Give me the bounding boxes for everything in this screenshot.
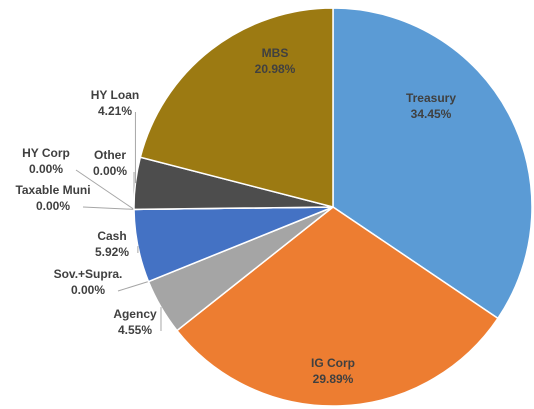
slice-value: 0.00% [36, 199, 70, 213]
leader-line [117, 281, 149, 292]
pie-slice [332, 7, 533, 320]
slice-label: Agency [113, 307, 157, 321]
pie-slice [175, 206, 499, 407]
slice-label: Sov.+Supra. [54, 267, 123, 281]
slice-value: 34.45% [411, 107, 452, 121]
slice-label: HY Corp [22, 146, 70, 160]
slice-value: 4.55% [118, 323, 152, 337]
pie-slice [139, 7, 334, 208]
slice-value: 0.00% [93, 164, 127, 178]
slice-label: Other [94, 148, 126, 162]
slice-value: 20.98% [255, 62, 296, 76]
slice-value: 0.00% [71, 283, 105, 297]
slice-value: 0.00% [29, 162, 63, 176]
slice-value: 5.92% [95, 245, 129, 259]
slice-label: MBS [262, 46, 289, 60]
slice-label: IG Corp [311, 356, 355, 370]
slice-value: 29.89% [313, 372, 354, 386]
leader-line [75, 169, 135, 210]
slice-label: Treasury [406, 91, 456, 105]
leader-line [82, 206, 135, 210]
slice-value: 4.21% [98, 104, 132, 118]
slice-label: HY Loan [91, 88, 139, 102]
slice-label: Cash [97, 229, 126, 243]
slice-label: Taxable Muni [15, 183, 90, 197]
